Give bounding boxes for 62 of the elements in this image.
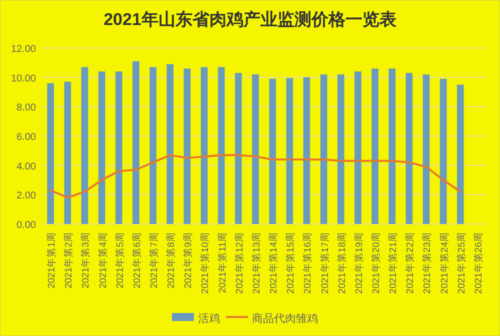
- bar: [132, 61, 140, 224]
- bar: [150, 67, 156, 224]
- x-tick-label: 2021年第6周: [130, 232, 143, 288]
- x-tick-label: 2021年第10周: [199, 232, 212, 294]
- bar: [47, 83, 54, 224]
- x-tick-label: 2021年第4周: [96, 232, 109, 288]
- bar: [456, 84, 464, 224]
- line-series: [50, 154, 462, 199]
- x-tick-label: 2021年第23周: [421, 232, 434, 294]
- bar: [440, 78, 447, 224]
- x-tick-label: 2021年第20周: [370, 232, 382, 294]
- x-tick-label: 2021年第25周: [455, 232, 468, 294]
- bar: [98, 71, 106, 224]
- bar: [115, 71, 122, 224]
- x-tick-label: 2021年第12周: [233, 232, 246, 294]
- bar: [303, 77, 310, 224]
- x-tick-label: 2021年第14周: [268, 232, 280, 294]
- x-tick-label: 2021年第22周: [404, 232, 416, 294]
- y-tick-label: 12.00: [10, 44, 36, 55]
- x-tick-label: 2021年第8周: [165, 232, 178, 288]
- x-tick-label: 2021年第21周: [387, 232, 400, 294]
- y-tick-label: 2.00: [16, 190, 36, 202]
- bar: [422, 74, 430, 224]
- y-tick-label: 10.00: [10, 73, 36, 84]
- bar: [234, 72, 242, 224]
- x-tick-label: 2021年第15周: [284, 232, 297, 294]
- bar: [320, 74, 328, 224]
- bar: [166, 64, 174, 224]
- bar: [269, 78, 276, 224]
- bar: [406, 72, 413, 224]
- x-tick-label: 2021年第11周: [216, 232, 228, 293]
- x-tick-label: 2021年第3周: [80, 232, 92, 288]
- bar: [372, 68, 378, 224]
- bar: [337, 74, 344, 224]
- x-tick-label: 2021年第1周: [46, 232, 58, 288]
- x-tick-label: 2021年第5周: [114, 232, 126, 288]
- bar: [184, 68, 191, 224]
- x-tick-label: 2021年第18周: [336, 232, 348, 294]
- x-tick-label: 2021年第17周: [318, 232, 331, 294]
- x-tick-label: 2021年第9周: [182, 232, 194, 288]
- x-tick-label: 2021年第24周: [438, 232, 450, 294]
- bar: [81, 67, 88, 224]
- x-tick-label: 2021年第16周: [302, 232, 314, 294]
- bar: [354, 71, 362, 224]
- y-tick-label: 4.00: [16, 161, 36, 172]
- bar: [286, 78, 294, 224]
- legend-label: 商品代肉雏鸡: [252, 312, 318, 325]
- bar: [218, 67, 225, 224]
- legend-label: 活鸡: [198, 313, 220, 325]
- bar: [200, 67, 208, 224]
- bar: [252, 74, 259, 224]
- y-tick-label: 0.00: [16, 220, 36, 231]
- bar: [388, 68, 396, 224]
- x-tick-label: 2021年第26周: [472, 232, 484, 294]
- chart-title: 2021年山东省肉鸡产业监测价格一览表: [104, 10, 398, 29]
- x-tick-label: 2021年第2周: [62, 232, 75, 288]
- y-tick-label: 6.00: [16, 132, 36, 143]
- y-tick-label: 8.00: [16, 102, 36, 114]
- x-tick-label: 2021年第13周: [250, 232, 262, 294]
- x-tick-label: 2021年第7周: [148, 232, 160, 288]
- bar: [64, 82, 72, 224]
- x-tick-label: 2021年第19周: [352, 232, 365, 294]
